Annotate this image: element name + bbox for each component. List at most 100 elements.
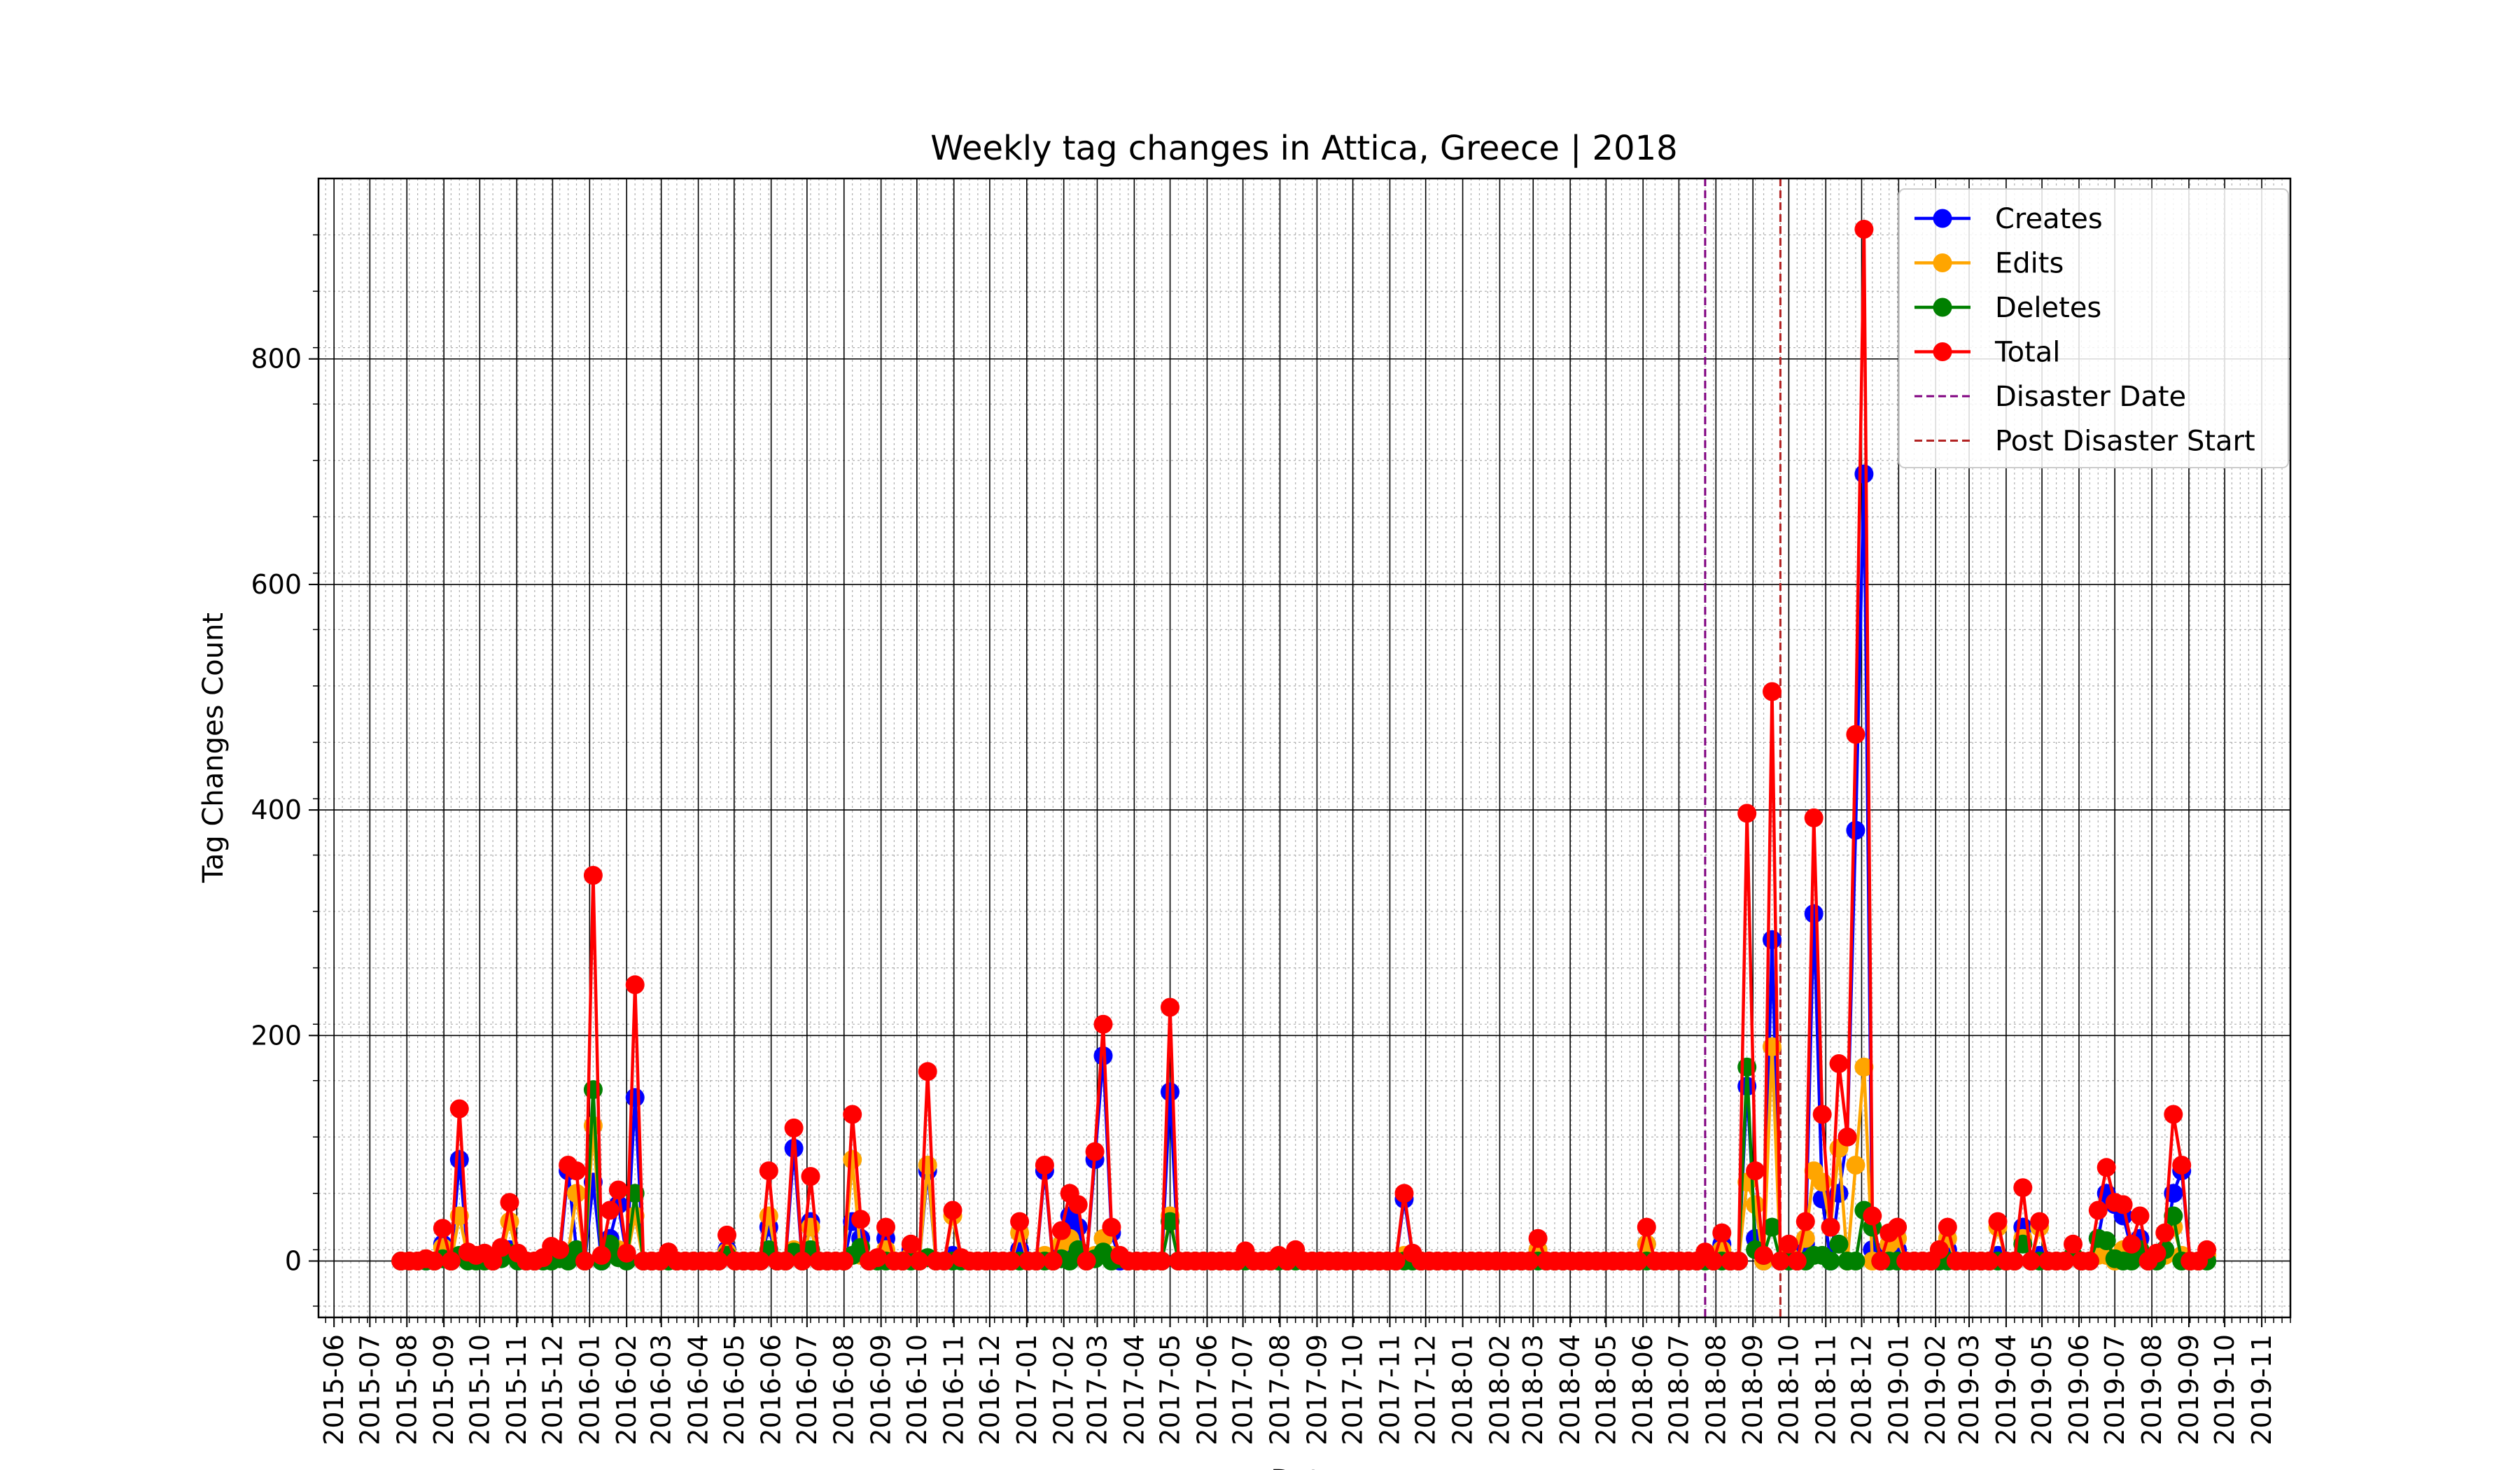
x-tick-label: 2018-07 <box>1663 1334 1694 1446</box>
x-tick-label: 2016-11 <box>939 1334 969 1446</box>
y-tick-label: 800 <box>251 344 302 374</box>
data-point-creates <box>1161 1082 1180 1102</box>
data-point-total <box>592 1245 611 1265</box>
x-tick-label: 2019-02 <box>1920 1334 1951 1446</box>
x-tick-label: 2015-08 <box>391 1334 422 1446</box>
data-point-total <box>608 1180 628 1200</box>
x-tick-label: 2016-07 <box>792 1334 822 1446</box>
data-point-deletes <box>2096 1231 2116 1250</box>
data-point-total <box>750 1252 770 1270</box>
data-point-total <box>2013 1178 2033 1198</box>
data-point-total <box>843 1105 862 1124</box>
data-point-total <box>1628 1252 1648 1270</box>
data-point-deletes <box>1829 1234 1849 1254</box>
x-tick-label: 2019-11 <box>2246 1334 2277 1446</box>
data-point-total <box>1821 1217 1840 1237</box>
data-point-creates <box>1846 820 1865 840</box>
legend-box <box>1898 188 2289 468</box>
data-point-total <box>449 1099 469 1119</box>
x-tick-label: 2017-08 <box>1265 1334 1296 1446</box>
x-tick-label: 2016-01 <box>574 1334 605 1446</box>
legend-marker-edits <box>1933 253 1952 272</box>
data-point-total <box>901 1234 920 1254</box>
data-point-total <box>1528 1228 1548 1248</box>
x-tick-label: 2019-07 <box>2099 1334 2130 1446</box>
data-point-total <box>1846 724 1865 744</box>
x-tick-label: 2018-04 <box>1555 1334 1586 1446</box>
data-point-total <box>1837 1127 1857 1147</box>
data-point-total <box>1637 1217 1656 1237</box>
x-tick-label: 2017-09 <box>1301 1334 1332 1446</box>
data-point-total <box>1035 1156 1054 1175</box>
data-point-deletes <box>1846 1252 1865 1270</box>
data-point-total <box>759 1161 778 1181</box>
x-tick-label: 2015-12 <box>537 1334 568 1446</box>
data-point-total <box>1051 1221 1071 1240</box>
data-point-total <box>1077 1252 1096 1270</box>
data-point-total <box>1386 1252 1406 1270</box>
x-tick-label: 2015-10 <box>464 1334 495 1446</box>
y-tick-label: 200 <box>251 1020 302 1051</box>
series-layer <box>391 220 2217 1270</box>
x-tick-label: 2015-09 <box>428 1334 459 1446</box>
data-point-total <box>1770 1252 1790 1270</box>
data-point-total <box>718 1225 736 1245</box>
data-point-total <box>1938 1217 1957 1237</box>
legend-marker-total <box>1933 342 1952 361</box>
legend: Creates Edits Deletes Total Disaster Date Pos… <box>1898 188 2289 468</box>
x-tick-label: 2019-03 <box>1954 1334 1984 1446</box>
data-point-total <box>943 1200 962 1220</box>
data-point-total <box>575 1252 594 1270</box>
x-tick-label: 2016-06 <box>756 1334 787 1446</box>
data-point-total <box>868 1248 887 1268</box>
data-point-total <box>2064 1234 2082 1254</box>
data-point-edits <box>843 1150 862 1169</box>
data-point-total <box>1026 1252 1046 1270</box>
x-tick-label: 2018-12 <box>1846 1334 1877 1446</box>
legend-label-total: Total <box>1994 337 2060 369</box>
data-point-total <box>776 1252 795 1270</box>
y-tick-label: 0 <box>285 1245 302 1276</box>
data-point-total <box>2197 1240 2217 1259</box>
data-point-total <box>2030 1212 2050 1231</box>
data-point-creates <box>1854 464 1874 484</box>
data-point-total <box>441 1252 461 1270</box>
data-point-total <box>2055 1252 2074 1270</box>
data-point-total <box>1093 1014 1113 1034</box>
data-point-total <box>834 1252 854 1270</box>
data-point-edits <box>1795 1228 1815 1248</box>
x-tick-label: 2017-11 <box>1374 1334 1405 1446</box>
data-point-total <box>892 1252 912 1270</box>
x-tick-label: 2017-03 <box>1082 1334 1112 1446</box>
x-tick-label: 2019-10 <box>2209 1334 2240 1446</box>
x-tick-label: 2018-10 <box>1773 1334 1804 1446</box>
x-tick-label: 2016-09 <box>866 1334 897 1446</box>
data-point-total <box>1746 1161 1765 1181</box>
data-point-total <box>1161 997 1180 1017</box>
legend-label-post-disaster-start: Post Disaster Start <box>1995 426 2255 458</box>
x-tick-label: 2015-11 <box>501 1334 532 1446</box>
data-point-total <box>425 1252 444 1270</box>
data-point-total <box>2147 1243 2166 1263</box>
legend-label-disaster-date: Disaster Date <box>1995 381 2186 413</box>
data-point-creates <box>449 1150 469 1169</box>
data-point-total <box>567 1161 586 1181</box>
data-point-edits <box>1746 1195 1765 1214</box>
data-point-total <box>784 1118 804 1138</box>
data-point-total <box>1712 1223 1732 1242</box>
x-tick-label: 2019-08 <box>2136 1334 2167 1446</box>
data-point-total <box>491 1238 511 1257</box>
data-point-total <box>1394 1184 1414 1203</box>
data-point-total <box>909 1252 929 1270</box>
x-tick-label: 2018-03 <box>1518 1334 1548 1446</box>
data-point-total <box>1704 1252 1723 1270</box>
x-tick-label: 2015-06 <box>318 1334 349 1446</box>
data-point-creates <box>1763 930 1782 949</box>
data-point-total <box>1102 1217 1121 1237</box>
data-point-total <box>1729 1252 1749 1270</box>
data-point-total <box>2088 1200 2108 1220</box>
x-tick-label: 2016-05 <box>719 1334 750 1446</box>
data-point-total <box>1871 1252 1891 1270</box>
